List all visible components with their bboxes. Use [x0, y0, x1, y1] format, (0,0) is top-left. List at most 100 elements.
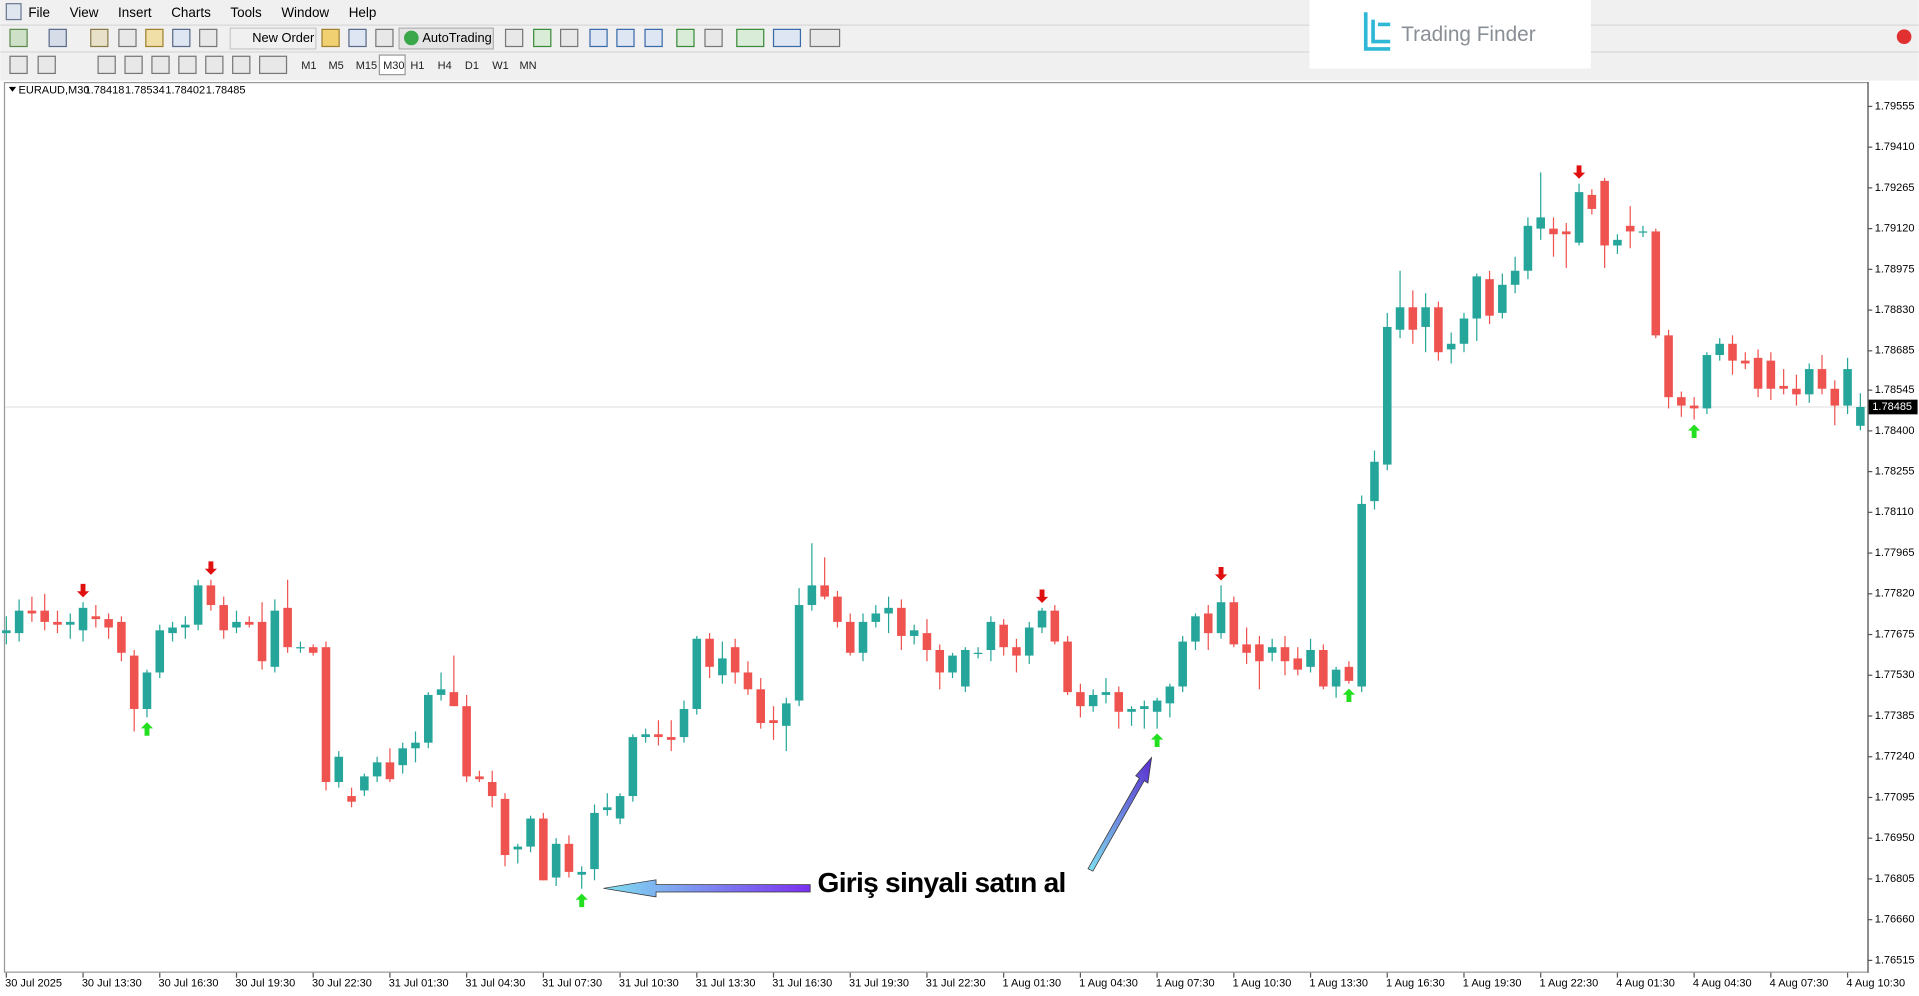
x-tick-label: 1 Aug 19:30 [1463, 978, 1522, 990]
icon[interactable] [644, 28, 663, 48]
x-tick-label: 1 Aug 13:30 [1309, 978, 1368, 990]
candle-body [1024, 627, 1034, 656]
icon[interactable] [97, 55, 116, 75]
icon[interactable] [145, 28, 164, 48]
icon[interactable] [809, 28, 841, 48]
timeframe[interactable]: M30 [383, 60, 404, 72]
x-tick-label: 31 Jul 01:30 [389, 978, 449, 990]
timeframe[interactable]: H1 [410, 60, 424, 72]
y-tick-label: 1.76950 [1875, 832, 1915, 844]
icon[interactable] [37, 55, 56, 75]
candle-body [1331, 669, 1341, 687]
chrome [0, 0, 1919, 81]
icon[interactable] [321, 28, 340, 48]
menu-item[interactable]: Help [349, 5, 377, 20]
icon[interactable] [589, 28, 608, 48]
notification[interactable] [1896, 29, 1912, 45]
candle-body [462, 706, 471, 777]
y-tick-label: 1.78830 [1875, 304, 1915, 316]
y-tick-label: 1.77095 [1875, 791, 1915, 803]
annotation-arrow [603, 879, 811, 898]
icon[interactable] [533, 28, 552, 48]
icon[interactable] [616, 28, 635, 48]
candle-body [1677, 397, 1686, 406]
icon[interactable] [348, 28, 367, 48]
x-tick-label: 4 Aug 07:30 [1770, 978, 1829, 990]
menu-item[interactable]: Charts [171, 5, 211, 20]
icon[interactable] [676, 28, 695, 48]
new-order-button[interactable] [229, 27, 317, 50]
icon[interactable] [504, 28, 524, 48]
buy-arrow [140, 722, 154, 736]
icon[interactable] [151, 55, 170, 75]
timeframe[interactable]: D1 [465, 60, 479, 72]
candle-body [104, 619, 113, 628]
candle-body [961, 649, 970, 687]
candle-body [1446, 343, 1456, 350]
icon[interactable] [559, 28, 579, 48]
timeframe[interactable]: H4 [438, 60, 452, 72]
candle-body [999, 624, 1008, 648]
icon[interactable] [205, 55, 224, 75]
icon[interactable] [178, 55, 197, 75]
menu-item[interactable]: File [28, 5, 50, 20]
icon[interactable] [704, 28, 723, 48]
buy-arrow [575, 893, 588, 908]
timeframe[interactable]: M15 [356, 60, 377, 72]
candle-body [564, 843, 574, 872]
candle-body [756, 689, 766, 724]
candle-body [257, 621, 267, 662]
candle-body [1101, 692, 1111, 695]
button-label[interactable]: AutoTrading [422, 30, 491, 45]
candle-body [53, 621, 62, 625]
candle-body [1434, 307, 1443, 353]
icon[interactable] [172, 28, 191, 48]
candle-body [1050, 610, 1060, 642]
timeframe[interactable]: MN [519, 60, 536, 72]
y-tick-label: 1.79120 [1875, 223, 1915, 235]
icon[interactable] [90, 28, 109, 48]
candle-body [1549, 228, 1558, 235]
candle-body [40, 610, 49, 622]
candle-body [1088, 694, 1098, 707]
candle-body [1063, 641, 1072, 693]
icon[interactable] [48, 28, 67, 48]
candle-body [449, 692, 459, 707]
icon[interactable] [118, 28, 137, 48]
candle-body [782, 703, 791, 726]
icon[interactable] [9, 55, 28, 75]
candle-body [308, 647, 318, 653]
y-tick-label: 1.79555 [1875, 100, 1915, 112]
timeframe[interactable]: M1 [301, 60, 316, 72]
timeframe[interactable]: W1 [492, 60, 509, 72]
menu-item[interactable]: View [70, 5, 99, 20]
icon[interactable] [772, 28, 802, 48]
timeframe[interactable]: M5 [328, 60, 343, 72]
icon[interactable] [736, 28, 765, 48]
autotrading-button[interactable] [398, 27, 494, 50]
menu-item[interactable]: Tools [230, 5, 262, 20]
candle-body [513, 846, 523, 850]
y-tick-label: 1.76515 [1875, 954, 1915, 966]
menu-item[interactable]: Window [281, 5, 329, 20]
x-tick-label: 31 Jul 19:30 [849, 978, 909, 990]
icon[interactable] [124, 55, 143, 75]
candle-body [1625, 225, 1635, 232]
icon[interactable] [375, 28, 394, 48]
sell-arrow [204, 561, 218, 575]
candle-body [1638, 231, 1648, 233]
icon[interactable] [232, 55, 251, 75]
x-tick-label: 1 Aug 04:30 [1079, 978, 1138, 990]
candle-body [360, 776, 369, 791]
candle-body [1421, 307, 1430, 327]
candle-body [475, 776, 484, 780]
button-label[interactable]: New Order [252, 30, 315, 45]
icon[interactable] [9, 28, 28, 48]
candle-body [117, 621, 126, 653]
icon[interactable] [258, 55, 288, 75]
candle-body [1037, 610, 1047, 628]
candle-body [897, 607, 906, 636]
icon[interactable] [199, 28, 218, 48]
candle-body [78, 607, 88, 631]
menu-item[interactable]: Insert [118, 5, 152, 20]
